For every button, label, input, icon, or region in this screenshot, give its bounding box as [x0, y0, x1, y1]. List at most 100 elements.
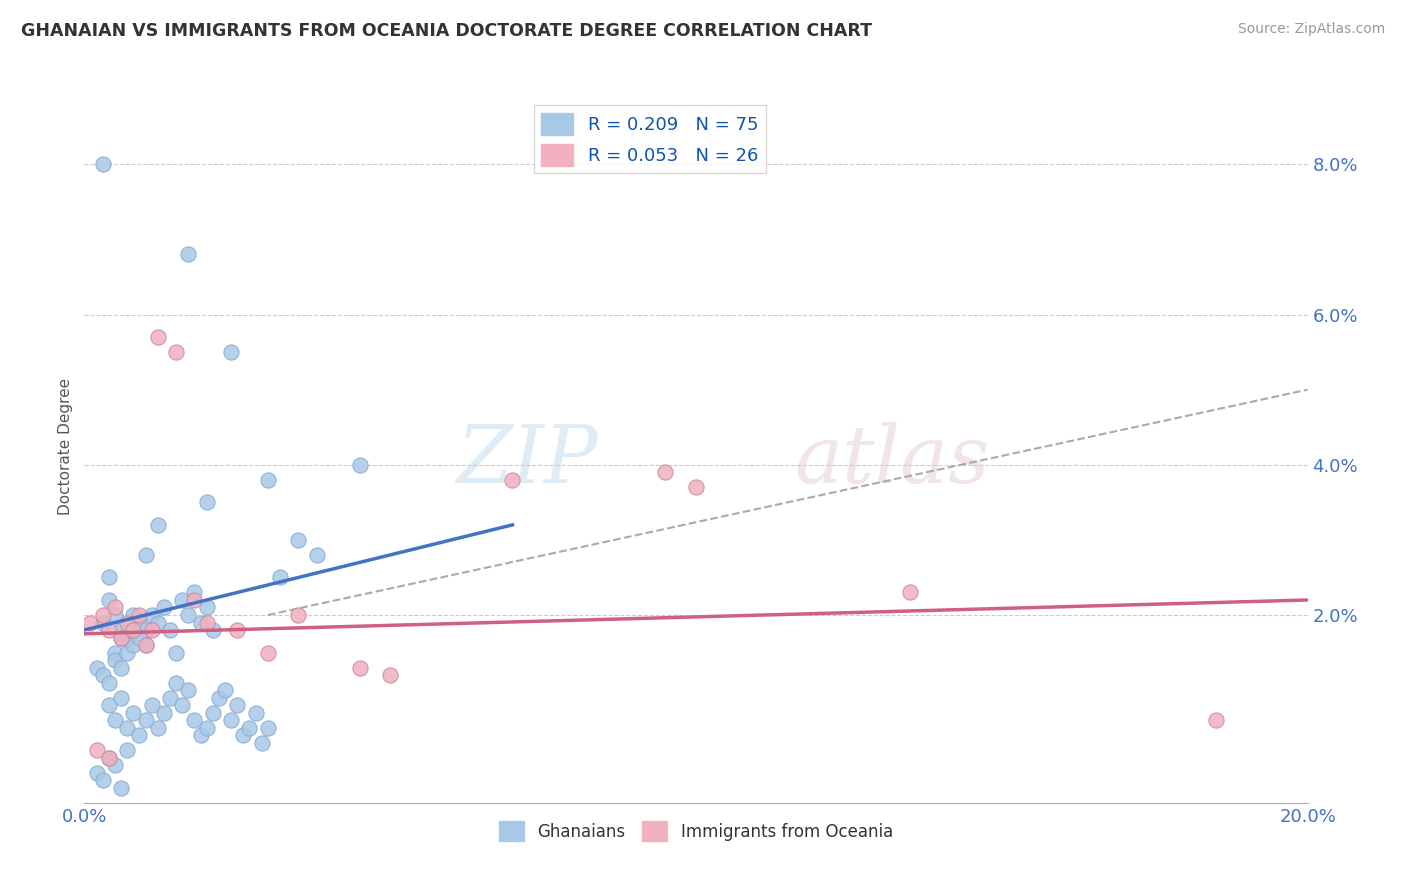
Point — [153, 706, 176, 720]
Point — [195, 495, 218, 509]
Point — [110, 690, 132, 705]
Point — [201, 706, 224, 720]
Point — [165, 345, 187, 359]
Point — [86, 765, 108, 780]
Point — [159, 690, 181, 705]
Point — [287, 607, 309, 622]
Point — [141, 607, 163, 622]
Point — [190, 728, 212, 742]
Point — [104, 607, 127, 622]
Point — [97, 750, 120, 764]
Point — [122, 706, 145, 720]
Point — [97, 675, 120, 690]
Point — [110, 631, 132, 645]
Point — [177, 247, 200, 261]
Point — [226, 623, 249, 637]
Point — [349, 458, 371, 472]
Point — [305, 548, 328, 562]
Point — [232, 728, 254, 742]
Point — [122, 638, 145, 652]
Point — [190, 615, 212, 630]
Point — [257, 721, 280, 735]
Point — [91, 668, 114, 682]
Point — [146, 721, 169, 735]
Point — [104, 713, 127, 727]
Point — [898, 585, 921, 599]
Point — [685, 480, 707, 494]
Point — [97, 750, 120, 764]
Point — [245, 706, 267, 720]
Point — [128, 615, 150, 630]
Point — [195, 721, 218, 735]
Point — [86, 743, 108, 757]
Point — [183, 713, 205, 727]
Point — [135, 638, 157, 652]
Point — [238, 721, 260, 735]
Text: ZIP: ZIP — [457, 422, 598, 499]
Point — [502, 473, 524, 487]
Point — [122, 623, 145, 637]
Point — [349, 660, 371, 674]
Point — [91, 607, 114, 622]
Point — [219, 713, 242, 727]
Point — [104, 758, 127, 772]
Point — [86, 660, 108, 674]
Point — [91, 773, 114, 788]
Point — [654, 465, 676, 479]
Point — [250, 736, 273, 750]
Point — [91, 615, 114, 630]
Point — [97, 593, 120, 607]
Point — [115, 615, 138, 630]
Point — [128, 607, 150, 622]
Point — [110, 623, 132, 637]
Point — [104, 653, 127, 667]
Point — [177, 683, 200, 698]
Point — [115, 721, 138, 735]
Point — [208, 690, 231, 705]
Point — [172, 698, 194, 713]
Point — [135, 713, 157, 727]
Point — [104, 646, 127, 660]
Point — [128, 728, 150, 742]
Point — [159, 623, 181, 637]
Legend: Ghanaians, Immigrants from Oceania: Ghanaians, Immigrants from Oceania — [492, 814, 900, 848]
Point — [226, 698, 249, 713]
Point — [195, 615, 218, 630]
Point — [135, 638, 157, 652]
Point — [115, 631, 138, 645]
Point — [172, 593, 194, 607]
Text: GHANAIAN VS IMMIGRANTS FROM OCEANIA DOCTORATE DEGREE CORRELATION CHART: GHANAIAN VS IMMIGRANTS FROM OCEANIA DOCT… — [21, 22, 872, 40]
Point — [165, 675, 187, 690]
Point — [183, 585, 205, 599]
Point — [97, 623, 120, 637]
Point — [110, 660, 132, 674]
Point — [141, 698, 163, 713]
Point — [79, 615, 101, 630]
Y-axis label: Doctorate Degree: Doctorate Degree — [58, 377, 73, 515]
Point — [177, 607, 200, 622]
Point — [141, 623, 163, 637]
Point — [165, 646, 187, 660]
Point — [135, 548, 157, 562]
Point — [97, 570, 120, 584]
Point — [195, 600, 218, 615]
Point — [146, 615, 169, 630]
Point — [214, 683, 236, 698]
Point — [91, 157, 114, 171]
Point — [146, 330, 169, 344]
Point — [104, 600, 127, 615]
Point — [110, 780, 132, 795]
Point — [115, 646, 138, 660]
Point — [269, 570, 291, 584]
Point — [153, 600, 176, 615]
Point — [287, 533, 309, 547]
Text: Source: ZipAtlas.com: Source: ZipAtlas.com — [1237, 22, 1385, 37]
Point — [219, 345, 242, 359]
Text: atlas: atlas — [794, 422, 990, 499]
Point — [257, 473, 280, 487]
Point — [380, 668, 402, 682]
Point — [115, 743, 138, 757]
Point — [128, 631, 150, 645]
Point — [201, 623, 224, 637]
Point — [257, 646, 280, 660]
